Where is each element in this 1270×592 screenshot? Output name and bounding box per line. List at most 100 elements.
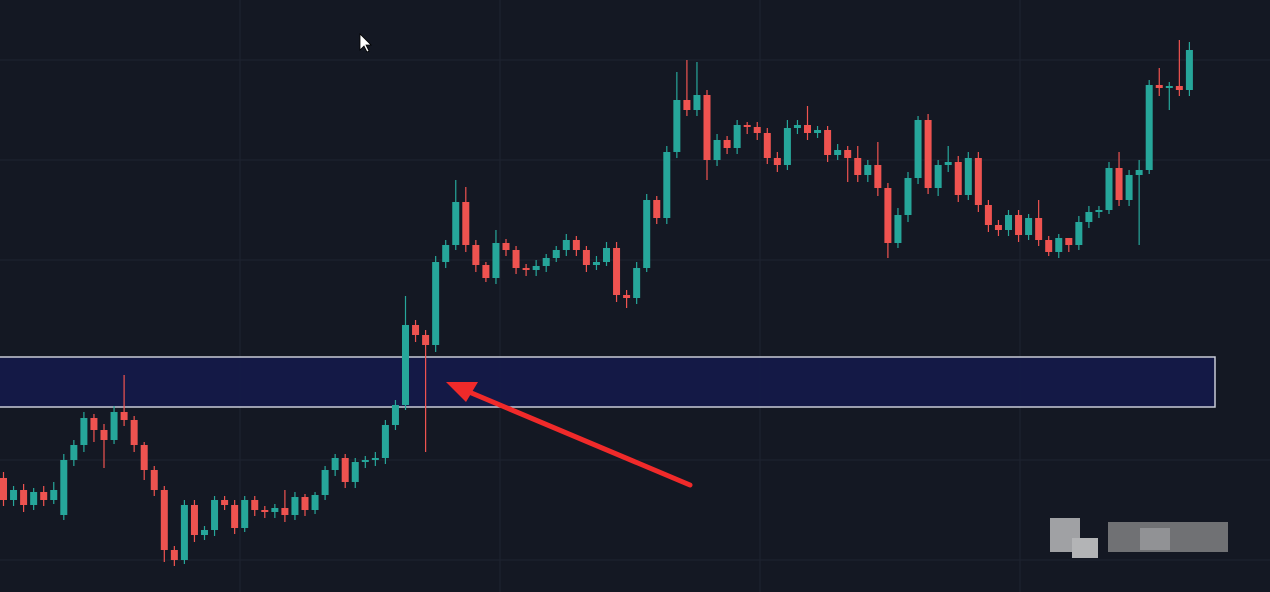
candle-body [773,158,781,165]
candle-body [643,200,651,268]
candle-body [984,205,992,225]
candle-body [492,243,500,278]
candle-body [120,412,128,420]
candle-body [331,458,339,470]
watermark [1050,518,1228,558]
candle-body [241,500,249,528]
candle-body [221,500,229,505]
candle-body [1015,215,1023,235]
candle-body [1055,238,1063,252]
candle-body [351,462,359,482]
candle-body [201,530,208,535]
candle-body [854,158,862,175]
candle-body [874,165,882,188]
candle-body [552,250,560,258]
candle-body [110,412,118,440]
candle-body [80,418,88,445]
candle-body [40,492,48,500]
candle-body [482,265,490,278]
candle-body [412,325,420,335]
candle-body [1005,215,1012,230]
candle-body [391,405,399,425]
candle-body [582,250,590,265]
candle-body [914,120,922,178]
candle-body [1065,238,1073,245]
candle-body [713,140,721,160]
zone [0,356,1216,408]
candle-body [633,268,641,298]
candle-body [170,550,178,560]
candle-body [341,458,349,482]
candle-body [452,202,460,245]
candle-body [793,125,801,128]
candle-body [1185,50,1193,90]
candle-body [512,250,520,268]
candle-body [603,248,610,262]
candle-body [763,133,771,158]
candle-body [542,258,550,266]
candle-body [1125,175,1133,200]
candle-body [924,120,932,188]
candle-body [20,490,28,505]
candle-body [432,262,440,345]
candle-body [402,325,409,405]
candle-body [683,100,691,110]
candle-body [1175,86,1183,90]
candle-body [1095,210,1103,212]
candle-body [10,490,18,500]
candle-body [301,497,309,510]
candle-body [371,458,379,460]
candle-body [663,152,671,218]
candle-body [30,492,38,505]
arrow [446,382,693,488]
candle-body [964,158,972,195]
candle-body [653,200,661,218]
candle-body [954,162,962,195]
candle-body [733,125,741,148]
candle-body [824,130,832,155]
candle-body [572,240,580,250]
candle-body [944,162,952,165]
candle-body [211,500,219,530]
candle-body [844,150,852,158]
candle-body [1085,212,1093,222]
candle-body [894,215,902,243]
candle-body [50,490,58,500]
arrow-head [446,382,478,402]
candle-body [1115,168,1123,200]
candle-body [472,245,480,265]
candle-body [934,165,942,188]
candle-body [753,127,761,133]
candle-body [864,165,872,175]
candle-body [462,202,470,245]
candle-body [261,510,269,512]
candle-body [60,460,68,515]
candle-body [613,248,621,295]
candle-body [502,243,510,250]
candle-body [0,478,7,500]
candle-body [381,425,389,458]
candle-body [974,158,982,205]
candle-body [100,430,108,440]
candle-body [361,460,369,462]
candle-body [1155,85,1163,88]
watermark-block [1140,528,1170,550]
arrow-shaft [459,386,693,488]
candle-body [251,500,259,510]
candle-body [311,495,319,510]
candle-body [814,130,822,133]
candle-body [994,225,1002,230]
candle-body [783,128,791,165]
candle-body [673,100,681,152]
candle-body [723,140,731,148]
candle-body [743,125,751,127]
candle-body [422,335,430,345]
candle-body [1035,218,1043,240]
candle-body [442,245,450,262]
candle-body [90,418,98,430]
candle-body [1165,86,1173,88]
candle-body [1075,222,1083,245]
candle-body [703,95,711,160]
